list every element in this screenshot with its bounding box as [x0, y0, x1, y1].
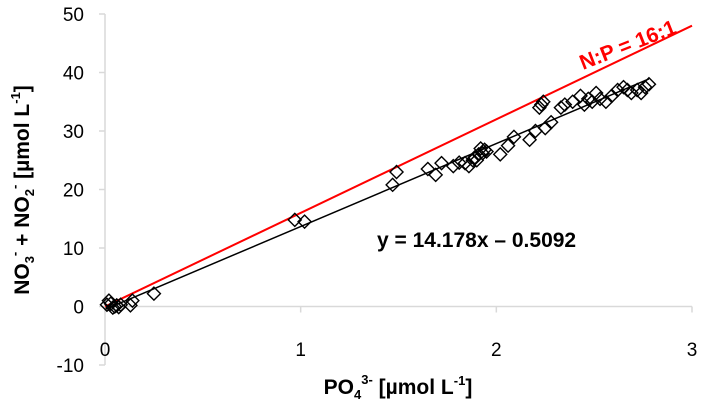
y-tick-label: -10 — [57, 356, 84, 377]
data-point — [475, 145, 491, 161]
data-point — [500, 138, 516, 154]
data-point — [287, 212, 303, 228]
data-point — [588, 85, 604, 101]
data-point — [623, 85, 639, 101]
data-point — [389, 164, 405, 180]
data-point — [522, 132, 538, 148]
x-tick-label: 0 — [100, 340, 111, 361]
y-tick-label: 40 — [63, 64, 84, 85]
x-tick-label: 3 — [687, 340, 698, 361]
y-tick-label: 50 — [63, 5, 84, 26]
y-tick-label: 10 — [63, 239, 84, 260]
data-point — [122, 297, 138, 313]
data-points — [99, 76, 657, 316]
y-tick-label: 20 — [63, 181, 84, 202]
data-point — [637, 79, 653, 95]
x-tick-label: 2 — [491, 340, 502, 361]
lines — [104, 24, 693, 311]
data-point — [506, 129, 522, 145]
data-point — [543, 114, 559, 130]
data-point — [557, 97, 573, 113]
data-point — [420, 161, 436, 177]
data-point — [537, 120, 553, 136]
data-point — [641, 76, 657, 92]
x-axis-title: PO43- [µmol L-1] — [324, 372, 473, 402]
y-tick-labels: -10 0 10 20 30 40 50 — [57, 5, 84, 377]
data-point — [146, 286, 162, 302]
data-point — [113, 297, 129, 313]
data-point — [479, 143, 495, 159]
data-point — [598, 94, 614, 110]
x-tick-label: 1 — [295, 340, 306, 361]
y-tick-label: 0 — [73, 298, 84, 319]
data-point — [445, 158, 461, 174]
fit-equation-label: y = 14.178x – 0.5092 — [377, 229, 576, 252]
data-point — [553, 100, 569, 116]
data-point — [434, 155, 450, 171]
y-tick-label: 30 — [63, 122, 84, 143]
data-point — [451, 155, 467, 171]
data-point — [576, 97, 592, 113]
data-point — [535, 94, 551, 110]
data-point — [428, 167, 444, 183]
redfield-line-label: N:P = 16:1 — [576, 16, 679, 75]
data-point — [297, 214, 313, 230]
regression-line — [104, 78, 650, 311]
data-point — [604, 88, 620, 104]
data-point — [385, 177, 401, 193]
redfield-ratio-line — [104, 24, 693, 308]
y-axis-title: NO3- + NO2- [µmol L-1] — [7, 85, 37, 295]
data-point — [124, 293, 140, 309]
x-tick-labels: 0 1 2 3 — [100, 340, 698, 361]
data-point — [633, 85, 649, 101]
data-point — [610, 82, 626, 98]
data-point — [492, 146, 508, 162]
